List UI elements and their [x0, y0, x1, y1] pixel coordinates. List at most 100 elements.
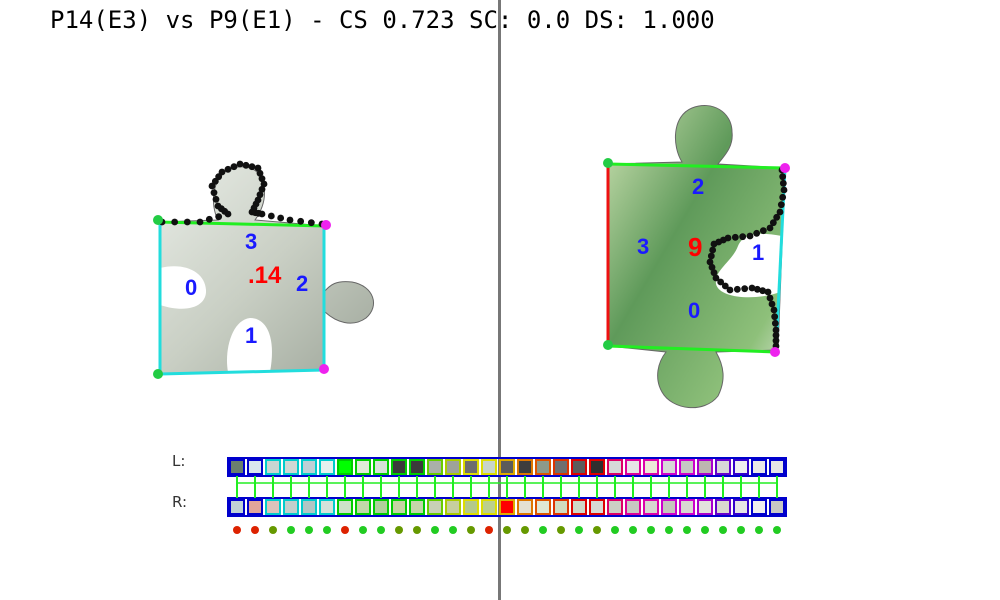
- right-strip-cell: [409, 499, 425, 515]
- right-strip-cell: [589, 499, 605, 515]
- left-contour-point: [205, 215, 213, 223]
- right-contour-point: [777, 201, 785, 209]
- right-contour-point: [746, 232, 754, 240]
- right-contour-point: [772, 337, 780, 345]
- right-contour-point: [709, 246, 717, 254]
- right-contour-point: [726, 286, 734, 294]
- right-edge-label-2: 2: [692, 174, 704, 199]
- right-strip-cell: [481, 499, 497, 515]
- left-contour-point: [254, 164, 262, 172]
- right-strip-cell: [283, 499, 299, 515]
- strip-score-dot: [341, 526, 349, 534]
- strip-score-dot: [575, 526, 583, 534]
- right-contour-point: [771, 313, 779, 321]
- center-divider: [498, 0, 501, 600]
- right-contour-point: [759, 287, 767, 295]
- left-edge-label-1: 1: [245, 323, 257, 348]
- left-strip-cell: [625, 459, 641, 475]
- right-contour-point: [779, 179, 787, 187]
- left-contour-point: [218, 168, 226, 176]
- right-piece-notch: [715, 233, 782, 298]
- right-contour-point: [708, 263, 716, 271]
- right-strip-cell: [625, 499, 641, 515]
- right-contour-point: [741, 285, 749, 293]
- left-contour-point: [297, 217, 305, 225]
- left-contour-point: [307, 219, 315, 227]
- left-contour-point: [256, 169, 264, 177]
- right-contour-point: [717, 278, 725, 286]
- right-edge-label-1: 1: [752, 240, 764, 265]
- right-contour-point: [759, 227, 767, 235]
- right-strip-cell: [571, 499, 587, 515]
- left-strip-cell: [589, 459, 605, 475]
- strip-score-dot: [665, 526, 673, 534]
- right-strip-cell: [751, 499, 767, 515]
- strip-score-dot: [647, 526, 655, 534]
- left-contour-point: [248, 163, 256, 171]
- left-contour-point: [212, 195, 220, 203]
- left-contour-point: [286, 216, 294, 224]
- left-contour-point: [277, 214, 285, 222]
- right-strip-cell: [373, 499, 389, 515]
- left-strip-cell: [391, 459, 407, 475]
- right-edge-0: [607, 344, 777, 354]
- left-edge-label-2: 2: [296, 271, 308, 296]
- right-contour-point: [769, 219, 777, 227]
- left-strip-cell: [427, 459, 443, 475]
- strip-score-dot: [305, 526, 313, 534]
- right-strip-cell: [391, 499, 407, 515]
- right-contour-point: [753, 285, 761, 293]
- right-edge-label-0: 0: [688, 298, 700, 323]
- left-piece-hole-1: [226, 318, 272, 372]
- right-strip-cell: [301, 499, 317, 515]
- right-contour-point: [773, 213, 781, 221]
- right-contour-point: [707, 252, 715, 260]
- left-piece-id: .14: [248, 262, 282, 289]
- left-contour-point: [258, 175, 266, 183]
- right-strip-cell: [607, 499, 623, 515]
- right-strip-cell: [427, 499, 443, 515]
- right-contour-point: [731, 233, 739, 241]
- right-strip-cell: [715, 499, 731, 515]
- right-corner-bl: [603, 340, 613, 350]
- right-contour-point: [780, 186, 788, 194]
- left-strip-cell: [697, 459, 713, 475]
- left-contour-points: [158, 160, 326, 228]
- right-contour-point: [733, 285, 741, 293]
- strip-score-dot: [593, 526, 601, 534]
- strip-score-dot: [773, 526, 781, 534]
- right-contour-point: [706, 258, 714, 266]
- left-strip-cell: [355, 459, 371, 475]
- strip-score-dot: [503, 526, 511, 534]
- left-piece-hole-0: [160, 266, 207, 309]
- left-strip-cell: [319, 459, 335, 475]
- right-corner-tl: [603, 158, 613, 168]
- strip-score-dot: [359, 526, 367, 534]
- left-strip-cell: [265, 459, 281, 475]
- right-piece-id: 9: [688, 232, 702, 262]
- left-strip-cell: [769, 459, 785, 475]
- left-strip-cell: [679, 459, 695, 475]
- left-contour-point: [267, 212, 275, 220]
- left-contour-point: [171, 218, 179, 226]
- left-strip-cell: [715, 459, 731, 475]
- strip-score-dot: [719, 526, 727, 534]
- left-contour-point: [196, 218, 204, 226]
- left-strip-cell: [445, 459, 461, 475]
- right-contour-point: [776, 208, 784, 216]
- right-strip-label: R:: [172, 493, 188, 511]
- right-contour-point: [772, 331, 780, 339]
- left-contour-point: [258, 185, 266, 193]
- strip-score-dot: [701, 526, 709, 534]
- left-contour-point: [183, 218, 191, 226]
- strip-score-dot: [557, 526, 565, 534]
- right-strip-cell: [643, 499, 659, 515]
- left-edge-label-3: 3: [245, 229, 257, 254]
- right-strip-cell: [265, 499, 281, 515]
- strip-score-dot: [323, 526, 331, 534]
- left-strip-cell: [373, 459, 389, 475]
- left-piece: .14 0 1 2 3: [153, 160, 375, 379]
- right-strip-cell: [679, 499, 695, 515]
- left-corner-bl: [153, 369, 163, 379]
- left-strip-cell: [481, 459, 497, 475]
